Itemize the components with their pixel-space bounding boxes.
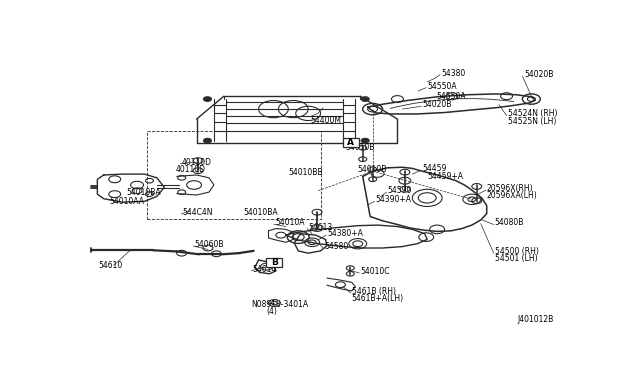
Text: 54010BB: 54010BB	[288, 168, 323, 177]
Text: 54380+A: 54380+A	[327, 229, 363, 238]
Text: 40110D: 40110D	[182, 158, 212, 167]
Bar	[147, 131, 321, 219]
Text: 54459+A: 54459+A	[428, 172, 463, 181]
Text: 54010B: 54010B	[358, 165, 387, 174]
Text: 5461B+A(LH): 5461B+A(LH)	[352, 294, 404, 303]
Text: 54010A: 54010A	[275, 218, 305, 227]
Text: N08918-3401A: N08918-3401A	[251, 300, 308, 309]
Text: J401012B: J401012B	[518, 315, 554, 324]
Text: 54010B: 54010B	[346, 143, 375, 152]
Text: 54010C: 54010C	[360, 267, 390, 276]
Text: 54590: 54590	[388, 186, 412, 195]
Circle shape	[204, 138, 211, 143]
Text: 54400M: 54400M	[310, 116, 342, 125]
Text: 54010AA: 54010AA	[110, 196, 145, 206]
Text: 54525N (LH): 54525N (LH)	[508, 116, 556, 126]
Text: B: B	[271, 259, 278, 267]
Text: 54459: 54459	[422, 164, 447, 173]
Text: 54010BA: 54010BA	[126, 188, 161, 197]
Text: 54501 (LH): 54501 (LH)	[495, 254, 538, 263]
Text: 20596XA(LH): 20596XA(LH)	[486, 191, 538, 200]
Text: 54380: 54380	[441, 69, 465, 78]
Text: 54010BA: 54010BA	[244, 208, 278, 217]
Text: 5461B (RH): 5461B (RH)	[352, 287, 396, 296]
Text: 54020B: 54020B	[524, 70, 554, 79]
Circle shape	[361, 138, 369, 143]
Text: 54610: 54610	[99, 261, 123, 270]
Circle shape	[204, 97, 211, 101]
Text: 54550A: 54550A	[436, 92, 466, 101]
Text: 54550A: 54550A	[428, 82, 457, 91]
Bar	[266, 258, 282, 267]
Text: 544C4N: 544C4N	[182, 208, 212, 217]
Text: 54080B: 54080B	[495, 218, 524, 227]
Text: 54614: 54614	[253, 265, 277, 274]
Text: 54390+A: 54390+A	[376, 195, 412, 204]
Text: 54580: 54580	[324, 242, 348, 251]
Text: 54524N (RH): 54524N (RH)	[508, 109, 557, 118]
Circle shape	[361, 97, 369, 101]
Text: 54613: 54613	[308, 222, 332, 232]
Text: 40110D: 40110D	[175, 165, 205, 174]
Text: 54060B: 54060B	[194, 240, 223, 249]
Text: 54020B: 54020B	[422, 100, 452, 109]
Text: (4): (4)	[266, 307, 277, 316]
Bar	[343, 138, 359, 147]
Text: A: A	[348, 138, 355, 147]
Text: 54500 (RH): 54500 (RH)	[495, 247, 538, 256]
Text: 20596X(RH): 20596X(RH)	[486, 184, 533, 193]
